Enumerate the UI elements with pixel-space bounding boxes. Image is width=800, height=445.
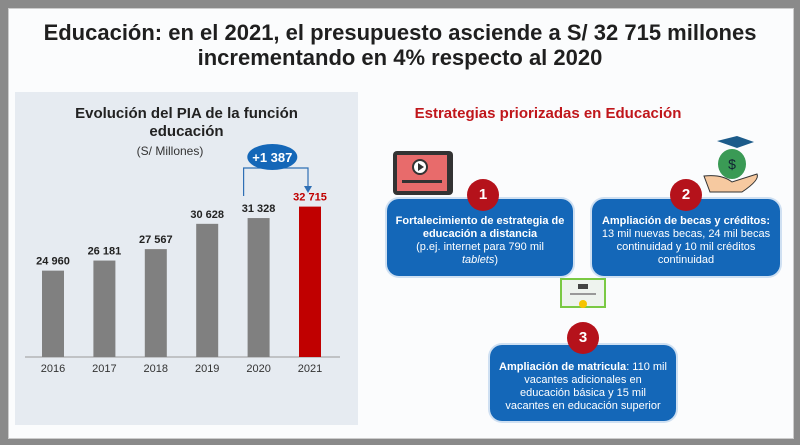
title-line-1: Educación: en el 2021, el presupuesto as… [43,20,757,45]
increase-badge [247,144,298,170]
x-tick-2021: 2021 [298,363,322,375]
bar-2019 [196,223,219,357]
badge-2: 2 [670,179,702,211]
value-label-2019: 30 628 [190,209,224,221]
x-tick-2019: 2019 [195,363,219,375]
video-tablet-icon [393,151,453,195]
value-label-2016: 24 960 [36,256,70,268]
strategy-1-text: (p.ej. internet para 790 mil [416,241,544,253]
bar-2016 [42,270,64,357]
strategy-3-text: : 110 mil vacantes adicionales en educac… [505,361,667,412]
certificate-icon [560,278,606,308]
svg-text:$: $ [728,156,736,172]
strategy-2-heading: Ampliación de becas y créditos: [601,215,771,227]
bar-2020 [247,218,270,357]
strategy-card-3: Ampliación de matricula: 110 mil vacante… [490,345,676,421]
chart-title: Evolución del PIA de la función educació… [75,105,298,140]
arrow-down-icon [304,186,312,193]
strategies-title: Estrategias priorizadas en Educación [414,105,682,122]
value-label-2017: 26 181 [88,246,122,258]
badge-3: 3 [567,322,599,354]
money-hand-icon: $ [703,136,758,193]
title-line-2: incrementando en 4% respecto al 2020 [197,45,603,70]
page-title: Educación: en el 2021, el presupuesto as… [0,20,800,70]
increase-label: +1 387 [252,150,292,165]
value-label-2021: 32 715 [293,192,327,204]
strategy-1-heading: Fortalecimiento de estrategia de educaci… [395,215,565,240]
strategy-card-1: Fortalecimiento de estrategia de educaci… [387,199,573,276]
strategy-1-tail: ) [494,254,499,266]
badge-1: 1 [467,179,499,211]
value-label-2018: 27 567 [139,234,173,246]
value-label-2020: 31 328 [242,203,276,215]
chart-subtitle: (S/ Millones) [136,144,204,158]
bar-2018 [144,249,167,357]
strategy-1-italic: tablets [461,254,495,266]
x-tick-2016: 2016 [41,363,65,375]
bar-2021 [299,206,321,357]
x-tick-2017: 2017 [92,363,116,375]
strategy-card-2: Ampliación de becas y créditos: 13 mil n… [592,199,780,276]
x-tick-2020: 2020 [246,363,270,375]
x-tick-2018: 2018 [144,363,168,375]
bar-2017 [93,260,116,357]
strategy-3-heading: Ampliación de matricula [499,361,627,373]
strategy-2-text: 13 mil nuevas becas, 24 mil becas contin… [601,228,771,266]
